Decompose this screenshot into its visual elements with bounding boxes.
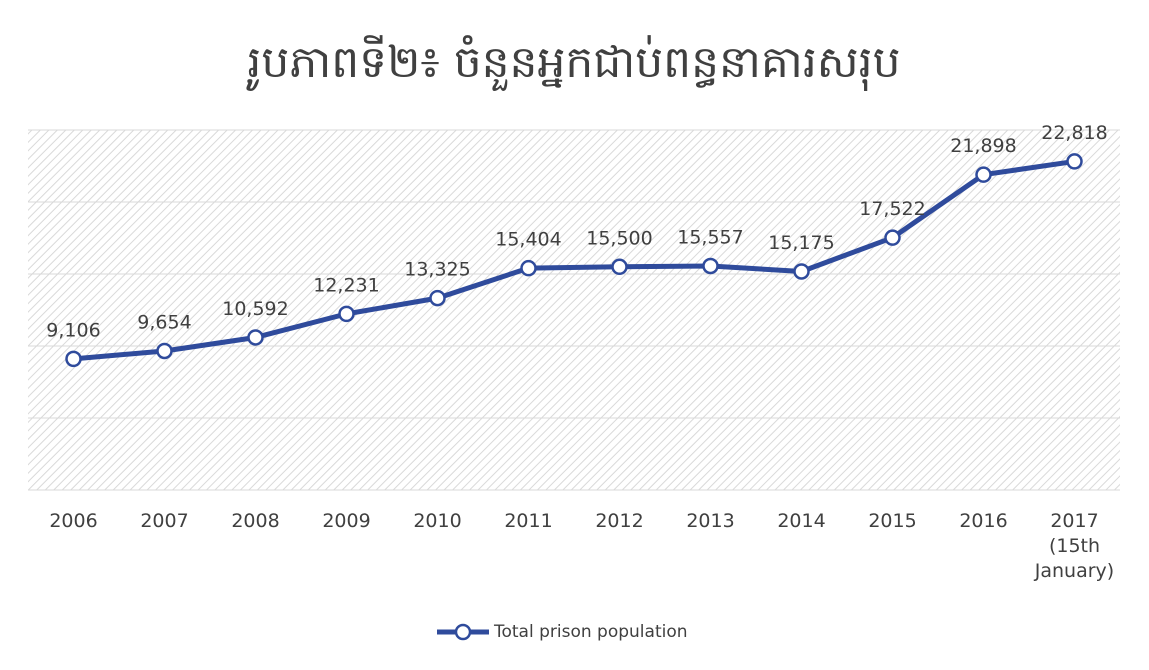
chart-title: រូបភាពទី២៖ ចំនួនអ្នកជាប់ពន្ធនាគារសរុប: [246, 35, 900, 91]
marker: [156, 342, 173, 360]
data-label: 15,404: [495, 229, 561, 251]
marker: [702, 257, 719, 275]
marker: [338, 305, 355, 323]
x-tick-label: 2011: [504, 510, 553, 532]
x-tick-label: 2016: [959, 510, 1008, 532]
legend-label: Total prison population: [493, 622, 688, 642]
marker: [520, 259, 537, 277]
marker: [975, 166, 992, 183]
data-label: 10,592: [222, 298, 288, 320]
x-tick-label: 2008: [231, 510, 280, 532]
marker: [793, 263, 810, 280]
data-label: 9,106: [46, 319, 100, 341]
data-label: 17,522: [859, 198, 925, 220]
x-tick-label: 2012: [595, 510, 644, 532]
data-label: 21,898: [950, 135, 1016, 157]
data-label: 15,500: [586, 227, 652, 249]
x-tick-label: 2013: [686, 510, 735, 532]
plot-area: [28, 130, 1120, 490]
line: [73, 158, 1075, 362]
x-tick-label: 2007: [140, 510, 189, 532]
x-tick-label: 2010: [413, 510, 462, 532]
data-label: 15,557: [677, 226, 743, 248]
data-label: 22,818: [1041, 122, 1107, 144]
marker: [884, 229, 901, 246]
x-tick-label: 2009: [322, 510, 371, 532]
marker: [1066, 153, 1083, 170]
x-tick-label: 2006: [49, 510, 98, 532]
legend-marker: [454, 623, 472, 641]
x-tick-label: 2014: [777, 510, 826, 532]
data-label: 13,325: [404, 259, 470, 281]
data-label: 12,231: [313, 274, 379, 296]
x-tick-label: 2017 (15th January): [1034, 510, 1115, 582]
marker: [429, 289, 446, 307]
data-label: 9,654: [137, 311, 191, 333]
marker: [65, 350, 82, 368]
marker: [247, 329, 264, 346]
data-label: 15,175: [768, 232, 834, 254]
x-tick-label: 2015: [868, 510, 917, 532]
marker: [611, 258, 628, 276]
